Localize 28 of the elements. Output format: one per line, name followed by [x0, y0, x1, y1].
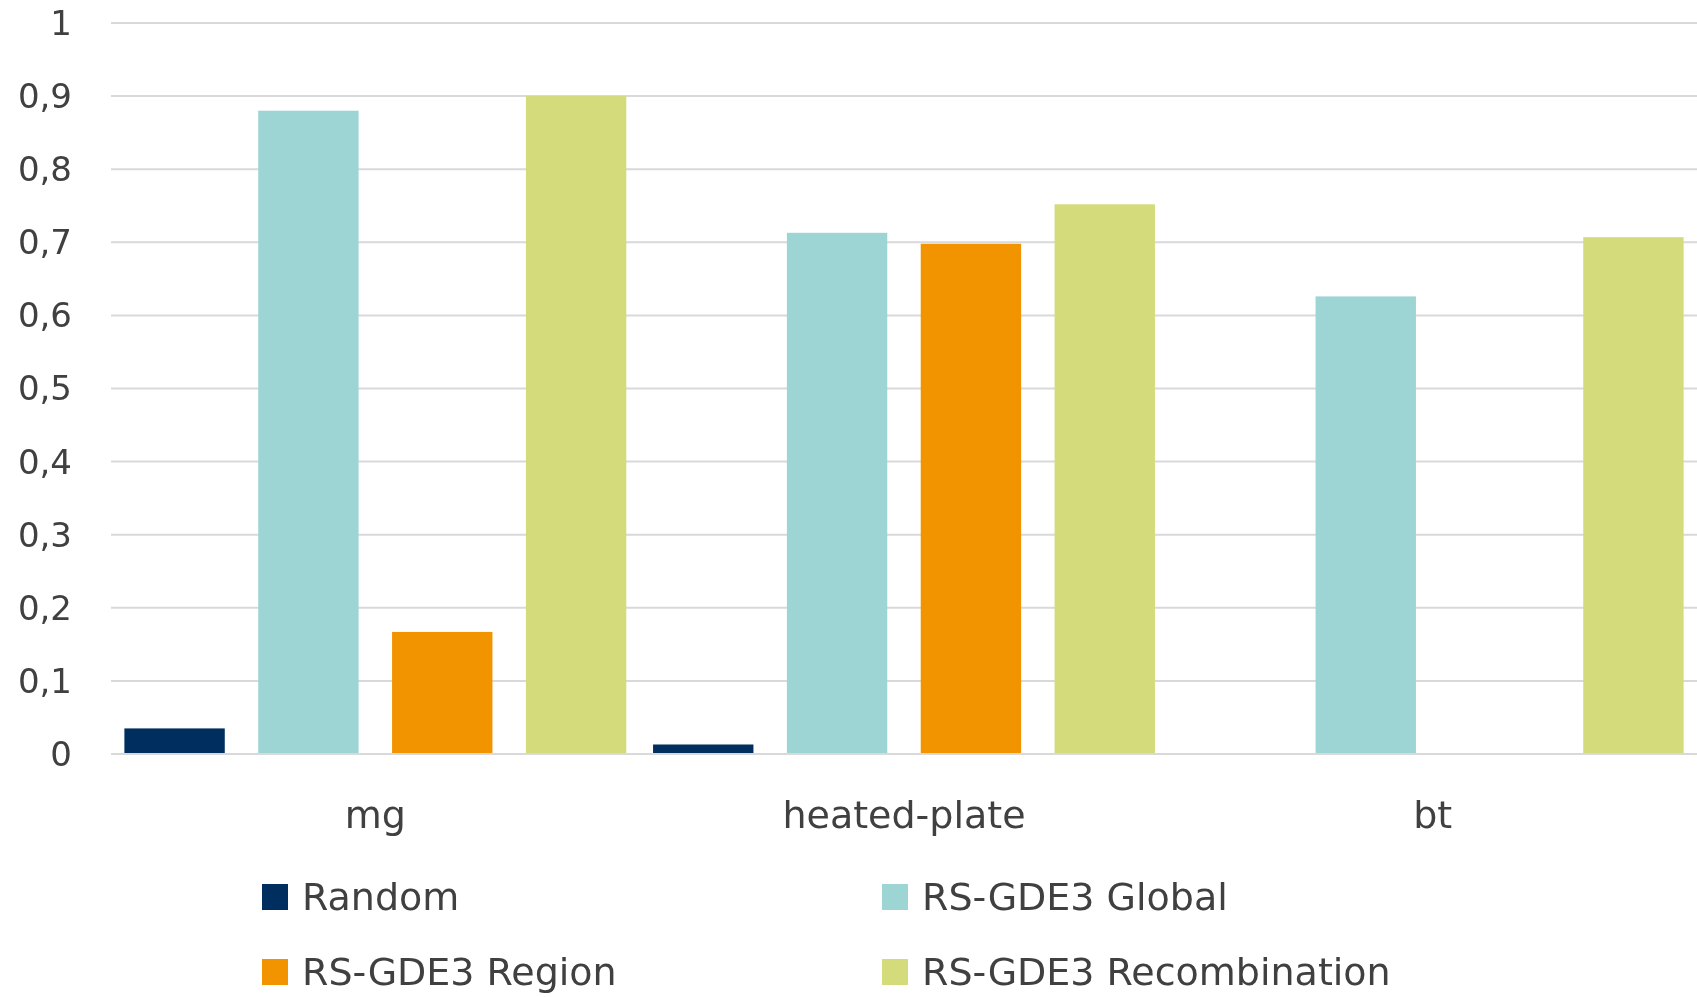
- y-tick-label: 0: [50, 733, 72, 774]
- bar: [920, 243, 1022, 754]
- legend-label: Random: [302, 875, 460, 920]
- x-tick-label: bt: [1413, 793, 1453, 837]
- legend-label: RS-GDE3 Region: [302, 950, 617, 995]
- y-tick-label: 0,8: [17, 149, 72, 190]
- bar: [1054, 204, 1155, 754]
- legend-label: RS-GDE3 Global: [922, 875, 1228, 920]
- bar: [1583, 237, 1684, 754]
- bar: [786, 232, 888, 754]
- bar: [653, 744, 754, 754]
- x-tick-label: heated-plate: [782, 793, 1026, 837]
- y-tick-label: 0,2: [17, 587, 72, 628]
- y-tick-label: 0,5: [17, 368, 72, 409]
- x-tick-label: mg: [344, 793, 406, 837]
- bar: [392, 631, 493, 754]
- y-tick-label: 0,4: [17, 441, 72, 482]
- y-tick-label: 0,3: [17, 514, 72, 555]
- bar: [124, 728, 225, 754]
- legend-label: RS-GDE3 Recombination: [922, 950, 1391, 995]
- bar: [525, 96, 627, 754]
- bar: [258, 110, 359, 754]
- y-tick-label: 0,7: [17, 222, 72, 263]
- y-tick-label: 1: [50, 2, 72, 43]
- y-tick-label: 0,6: [17, 295, 72, 336]
- y-tick-label: 0,1: [17, 660, 72, 701]
- y-tick-label: 0,9: [17, 76, 72, 116]
- bar: [1315, 296, 1416, 754]
